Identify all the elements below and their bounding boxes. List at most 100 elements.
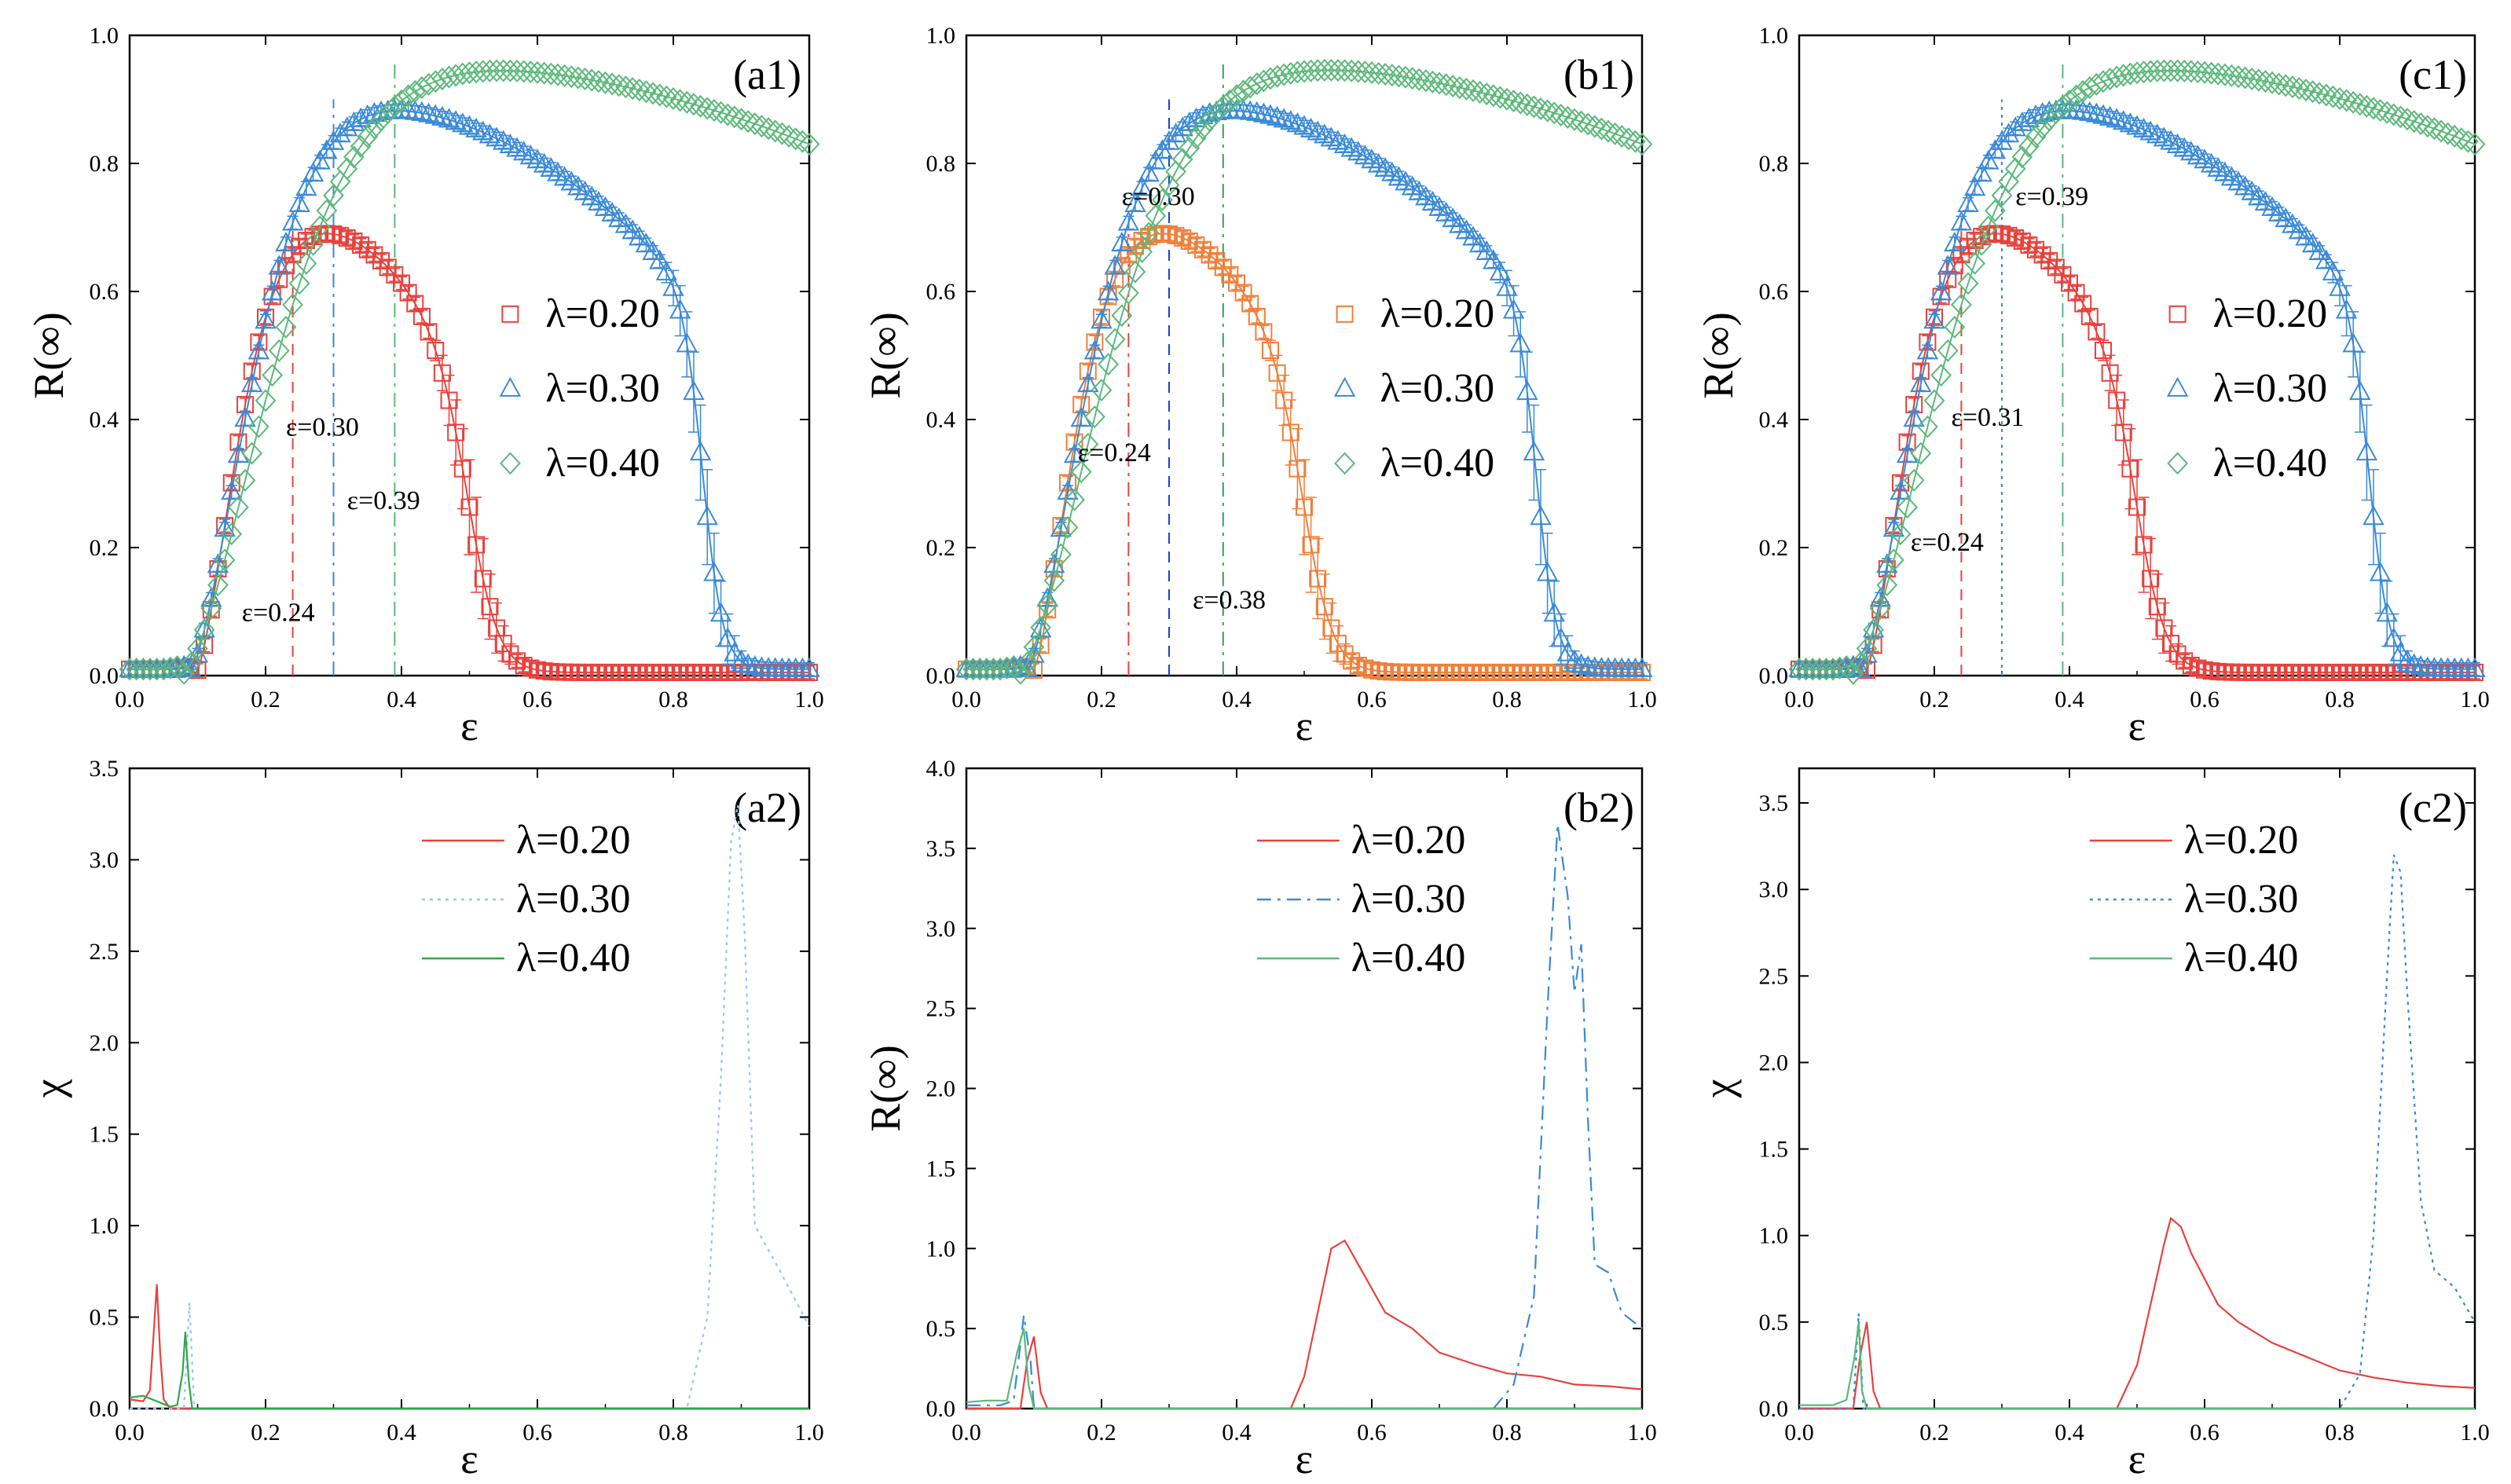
data-point [275, 315, 297, 339]
data-point [2430, 119, 2452, 143]
data-point [649, 83, 671, 107]
data-point [2355, 441, 2378, 461]
data-point [778, 124, 800, 148]
panel-label: (b1) [1563, 51, 1634, 98]
data-point [601, 72, 623, 96]
data-point [1618, 127, 1640, 151]
y-tick-label: 3.0 [1759, 877, 1789, 903]
data-point [2052, 95, 2073, 119]
data-point [724, 105, 746, 129]
y-tick-label: 1.0 [90, 23, 119, 49]
x-tick-label: 0.0 [1784, 1420, 1814, 1446]
data-point [207, 573, 229, 597]
data-point [1296, 498, 1313, 516]
data-point [1937, 339, 1959, 362]
data-point [2335, 299, 2358, 319]
data-point [288, 272, 310, 295]
data-point [393, 274, 410, 292]
x-tick-label: 0.8 [2325, 1420, 2355, 1446]
data-point [1259, 104, 1281, 124]
data-point [629, 79, 651, 102]
data-point [515, 657, 533, 675]
series-diamond: λ=0.40 [119, 59, 820, 685]
data-point [1124, 192, 1146, 212]
x-tick-label: 0.2 [1919, 687, 1949, 713]
data-point [2011, 145, 2033, 169]
data-point [1503, 90, 1524, 113]
data-point [1509, 91, 1531, 115]
data-point [2018, 134, 2040, 158]
data-point [2038, 108, 2060, 132]
data-point [350, 134, 372, 158]
data-line [129, 1284, 809, 1410]
data-point [1550, 627, 1572, 647]
plot-frame [1798, 767, 2476, 1410]
data-point [588, 70, 610, 93]
data-point [1340, 59, 1362, 82]
series-diamond: λ=0.40 [955, 58, 1653, 685]
data-point [1152, 188, 1173, 211]
data-point [2356, 94, 2377, 118]
data-point [465, 117, 487, 137]
data-point [615, 75, 636, 99]
y-tick-label: 0.8 [1759, 151, 1789, 177]
data-point [2308, 82, 2330, 105]
data-point [255, 309, 277, 329]
x-tick-label: 0.4 [2055, 1420, 2084, 1446]
data-point [608, 74, 630, 97]
data-point [1288, 460, 1307, 478]
data-point [1233, 79, 1254, 103]
data-point [1349, 657, 1367, 675]
data-point [2072, 100, 2094, 120]
data-point [247, 415, 269, 438]
data-point [2067, 284, 2085, 302]
data-point [1483, 249, 1505, 269]
data-point [1963, 176, 1986, 196]
data-point [1496, 87, 1518, 111]
data-point [2221, 64, 2242, 87]
data-point [481, 598, 499, 616]
y-axis-label: R(∞) [25, 312, 72, 398]
series-line: λ=0.40 [1799, 936, 2475, 1410]
data-point [1543, 602, 1565, 622]
data-point [2201, 61, 2222, 85]
data-point [1104, 255, 1126, 275]
y-tick-label: 0.0 [926, 1396, 956, 1422]
legend-label: λ=0.20 [2184, 818, 2299, 863]
data-point [2074, 295, 2092, 313]
data-point [2417, 115, 2439, 138]
data-point [2464, 133, 2486, 156]
data-point [452, 112, 474, 133]
chart-a1: 0.0 0.2 0.4 0.6 0.8 1.0 0.0 0.2 0.4 0.6 0.8 1.0 ε R(∞… [25, 23, 824, 749]
legend-label: λ=0.40 [1380, 441, 1495, 486]
y-tick-label: 0.2 [926, 535, 956, 561]
data-point [438, 108, 460, 128]
data-point [513, 60, 535, 83]
y-tick-label: 0.6 [1759, 279, 1789, 305]
y-tick-label: 0.5 [1759, 1310, 1789, 1336]
data-point [433, 364, 451, 382]
data-point [390, 89, 412, 112]
y-tick-label: 0.0 [1759, 1396, 1789, 1422]
panel-label: (c1) [2399, 51, 2467, 98]
data-point [689, 441, 712, 461]
data-point [1863, 618, 1884, 642]
y-tick-label: 4.0 [926, 756, 956, 782]
data-point [2180, 60, 2202, 83]
data-point [1354, 60, 1376, 84]
data-point [737, 653, 759, 673]
y-tick-label: 3.5 [1759, 790, 1789, 816]
plot-frame [965, 767, 1644, 1410]
data-point [709, 602, 732, 622]
data-point [467, 536, 486, 554]
data-point [744, 655, 766, 676]
data-point [2160, 59, 2182, 82]
data-point [275, 231, 297, 251]
data-point [411, 101, 433, 121]
data-point [1490, 86, 1511, 109]
data-point [2032, 116, 2053, 140]
x-tick-label: 0.8 [1492, 1420, 1522, 1446]
data-point [1199, 108, 1220, 132]
data-point [2106, 65, 2128, 89]
data-point [281, 211, 304, 231]
